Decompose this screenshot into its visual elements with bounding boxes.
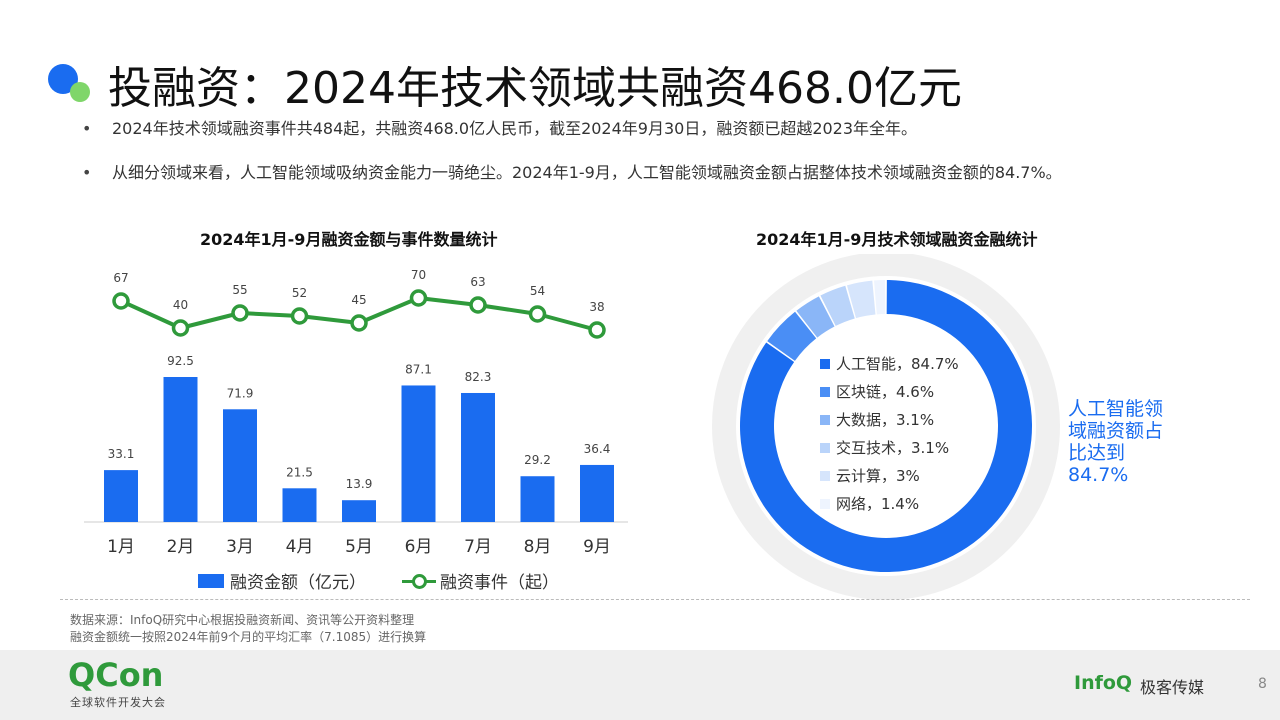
line-value-label: 45 — [351, 293, 366, 307]
line-value-label: 70 — [411, 268, 426, 282]
donut-legend-item: 交互技术，3.1% — [820, 434, 959, 462]
legend-label: 云计算，3% — [836, 467, 920, 485]
infoq-subtitle: 极客传媒 — [1140, 678, 1205, 697]
bar-value-label: 13.9 — [346, 477, 373, 491]
bar-chart-legend: 融资金额（亿元） 融资事件（起） — [198, 568, 559, 593]
bar-value-label: 21.5 — [286, 465, 313, 479]
legend-bar-label: 融资金额（亿元） — [230, 573, 366, 593]
legend-label: 大数据，3.1% — [836, 411, 935, 429]
legend-label: 交互技术，3.1% — [836, 439, 950, 457]
line-value-label: 40 — [173, 298, 188, 312]
legend-swatch — [820, 415, 830, 425]
footer-bar — [0, 650, 1280, 720]
bar — [104, 470, 138, 522]
x-tick-label: 9月 — [583, 537, 611, 557]
footnote: 数据来源：InfoQ研究中心根据投融资新闻、资讯等公开资料整理 融资金额统一按照… — [70, 612, 426, 646]
bar-line-chart: 33.1 1月 92.5 2月 71.9 3月 21.5 4月 13.9 5月 87.1 6月 82.3… — [84, 268, 628, 557]
qcon-logo: QCon — [68, 656, 164, 694]
page-number: 8 — [1258, 676, 1267, 692]
bar-value-label: 87.1 — [405, 362, 432, 376]
bar — [401, 385, 436, 522]
x-tick-label: 5月 — [345, 537, 373, 557]
bar-value-label: 92.5 — [167, 354, 194, 368]
x-tick-label: 8月 — [524, 537, 552, 557]
bullet-item: 2024年技术领域融资事件共484起，共融资468.0亿人民币，截至2024年9… — [80, 118, 1260, 140]
legend-line-label: 融资事件（起） — [440, 573, 559, 593]
infoq-logo: InfoQ — [1074, 672, 1133, 694]
x-tick-label: 4月 — [286, 537, 314, 557]
legend-label: 区块链，4.6% — [836, 383, 935, 401]
bar-value-label: 71.9 — [227, 386, 254, 400]
line-point — [350, 314, 368, 332]
donut-chart — [712, 254, 1060, 600]
bar — [461, 392, 495, 522]
line-point — [290, 307, 309, 325]
bullet-item: 从细分领域来看，人工智能领域吸纳资金能力一骑绝尘。2024年1-9月，人工智能领… — [80, 162, 1260, 184]
qcon-subtitle: 全球软件开发大会 — [70, 696, 166, 709]
donut-outer-ring — [712, 254, 1060, 600]
line-value-label: 55 — [232, 283, 247, 297]
bar — [223, 409, 257, 522]
legend-swatch — [820, 499, 830, 509]
line-point — [588, 321, 606, 339]
line-point — [409, 289, 428, 307]
donut-slice — [846, 280, 876, 319]
line-point — [469, 296, 487, 314]
line-point — [112, 292, 130, 310]
x-tick-label: 7月 — [464, 537, 492, 557]
legend-swatch — [820, 443, 830, 453]
donut-chart-title: 2024年1月-9月技术领域融资金融统计 — [756, 230, 1038, 249]
bar — [163, 377, 198, 522]
line-point — [528, 305, 547, 323]
legend-bar-swatch — [198, 573, 224, 588]
donut-slice — [796, 296, 835, 338]
line-value-label: 38 — [589, 300, 604, 314]
bar — [580, 464, 614, 522]
legend-label: 网络，1.4% — [836, 495, 920, 513]
divider — [60, 599, 1250, 600]
title-bullet-accent-icon — [70, 82, 90, 102]
legend-swatch — [820, 359, 830, 369]
bar — [342, 500, 376, 522]
donut-legend-item: 云计算，3% — [820, 462, 959, 490]
donut-slice — [820, 285, 855, 326]
page-title: 投融资：2024年技术领域共融资468.0亿元 — [108, 63, 962, 114]
x-tick-label: 3月 — [226, 537, 254, 557]
donut-legend-item: 人工智能，84.7% — [820, 350, 959, 378]
bar-value-label: 36.4 — [584, 442, 611, 456]
footnote-exchange: 融资金额统一按照2024年前9个月的平均汇率（7.1085）进行换算 — [70, 630, 427, 644]
x-tick-label: 2月 — [167, 537, 195, 557]
line-value-label: 52 — [292, 286, 307, 300]
bar-value-label: 82.3 — [465, 370, 492, 384]
legend-swatch — [820, 471, 830, 481]
line-value-label: 67 — [113, 271, 128, 285]
line-point — [231, 304, 249, 322]
bar — [520, 476, 555, 522]
bar-value-label: 33.1 — [108, 447, 135, 461]
donut-legend-item: 大数据，3.1% — [820, 406, 959, 434]
donut-annotation: 人工智能领域融资额占比达到84.7% — [1068, 398, 1164, 486]
bullet-list: 2024年技术领域融资事件共484起，共融资468.0亿人民币，截至2024年9… — [80, 118, 1260, 184]
donut-slice — [874, 280, 886, 315]
legend-swatch — [820, 387, 830, 397]
bar — [282, 488, 317, 522]
line-value-label: 63 — [470, 275, 485, 289]
line-point — [171, 319, 190, 337]
bar-value-label: 29.2 — [524, 453, 551, 467]
x-tick-label: 6月 — [405, 537, 433, 557]
legend-line-swatch — [402, 573, 436, 589]
donut-legend-item: 网络，1.4% — [820, 490, 959, 518]
x-tick-label: 1月 — [107, 537, 135, 557]
donut-slice — [767, 311, 817, 361]
bar-chart-title: 2024年1月-9月融资金额与事件数量统计 — [200, 230, 498, 249]
footnote-source: 数据来源：InfoQ研究中心根据投融资新闻、资讯等公开资料整理 — [70, 613, 415, 627]
line-value-label: 54 — [530, 284, 545, 298]
donut-legend: 人工智能，84.7% 区块链，4.6% 大数据，3.1% 交互技术，3.1% 云… — [820, 350, 959, 518]
legend-label: 人工智能，84.7% — [836, 355, 959, 373]
donut-legend-item: 区块链，4.6% — [820, 378, 959, 406]
